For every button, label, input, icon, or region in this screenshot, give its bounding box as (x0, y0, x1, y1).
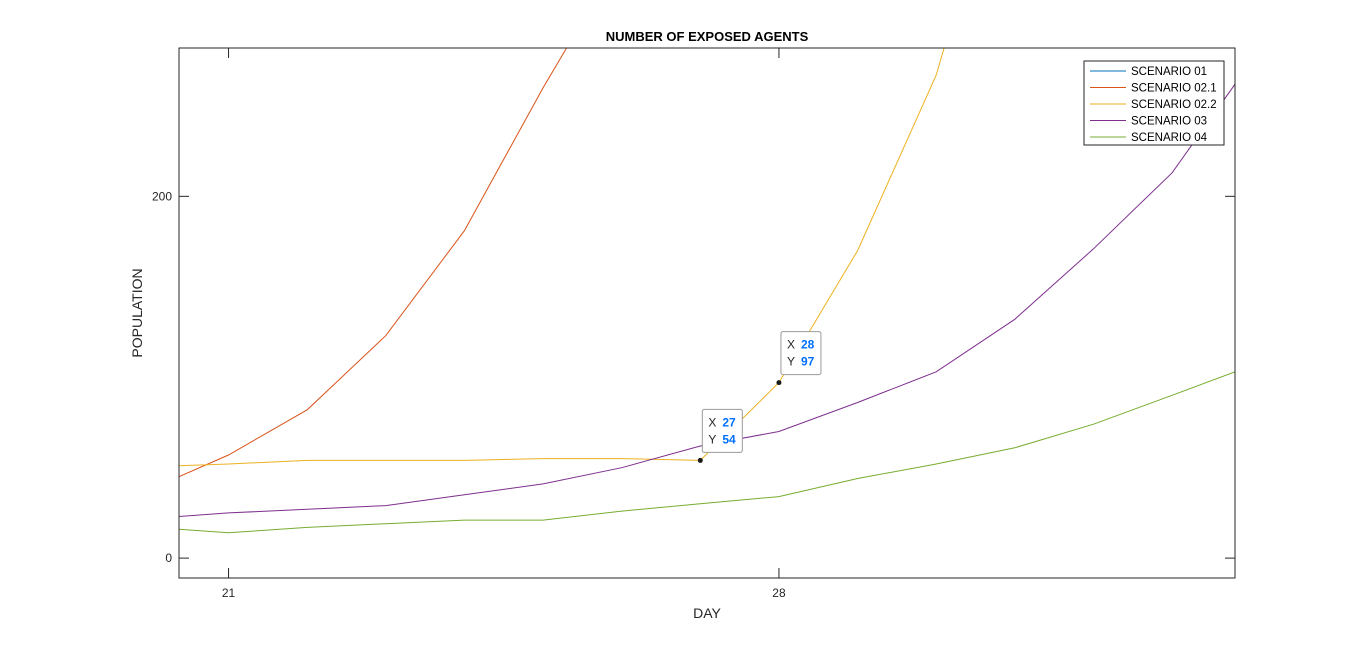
datatip-x-label: X (708, 415, 716, 429)
datatip-marker[interactable] (697, 457, 703, 463)
series-line-5[interactable] (179, 371, 1235, 534)
y-axis-label: POPULATION (129, 268, 145, 357)
x-axis-label: DAY (693, 605, 721, 621)
axes-box (178, 47, 1236, 579)
legend-entry-label: SCENARIO 02.2 (1131, 99, 1217, 111)
datatip-x-value: 28 (801, 338, 815, 352)
datatip-y-value: 54 (722, 432, 736, 446)
legend[interactable]: SCENARIO 01 SCENARIO 02.1 SCENARIO 02.2 SCE… (1083, 60, 1225, 146)
datatip-layer: X 27 Y 54 X 28 Y 97 (697, 331, 822, 463)
legend-entry-label: SCENARIO 01 (1131, 66, 1207, 78)
legend-items: SCENARIO 01 SCENARIO 02.1 SCENARIO 02.2 SCE… (1090, 66, 1217, 144)
axes-background (179, 48, 1235, 578)
datatip-box[interactable] (780, 331, 822, 376)
datatip-y-label: Y (787, 355, 795, 369)
legend-entry-label: SCENARIO 02.1 (1131, 83, 1217, 95)
y-tick-label: 0 (165, 551, 172, 565)
legend-entry-label: SCENARIO 04 (1131, 132, 1208, 144)
y-tick-label: 200 (152, 189, 172, 203)
datatip-marker[interactable] (776, 380, 782, 386)
series-layer (179, 48, 1235, 534)
legend-box (1083, 60, 1225, 146)
x-tick-label: 21 (222, 586, 236, 600)
series-line-2[interactable] (179, 48, 568, 478)
datatip-y-label: Y (708, 432, 716, 446)
series-line-3[interactable] (179, 48, 945, 467)
chart-title: NUMBER OF EXPOSED AGENTS (606, 29, 809, 44)
datatip-box[interactable] (701, 408, 743, 453)
datatip-x-label: X (787, 338, 795, 352)
datatip-x-value: 27 (722, 415, 736, 429)
legend-entry-label: SCENARIO 03 (1131, 116, 1207, 128)
tick-layer: 21 28 0 200 (152, 48, 1235, 600)
series-line-4[interactable] (179, 83, 1235, 517)
x-tick-label: 28 (772, 586, 786, 600)
datatip-y-value: 97 (801, 355, 815, 369)
